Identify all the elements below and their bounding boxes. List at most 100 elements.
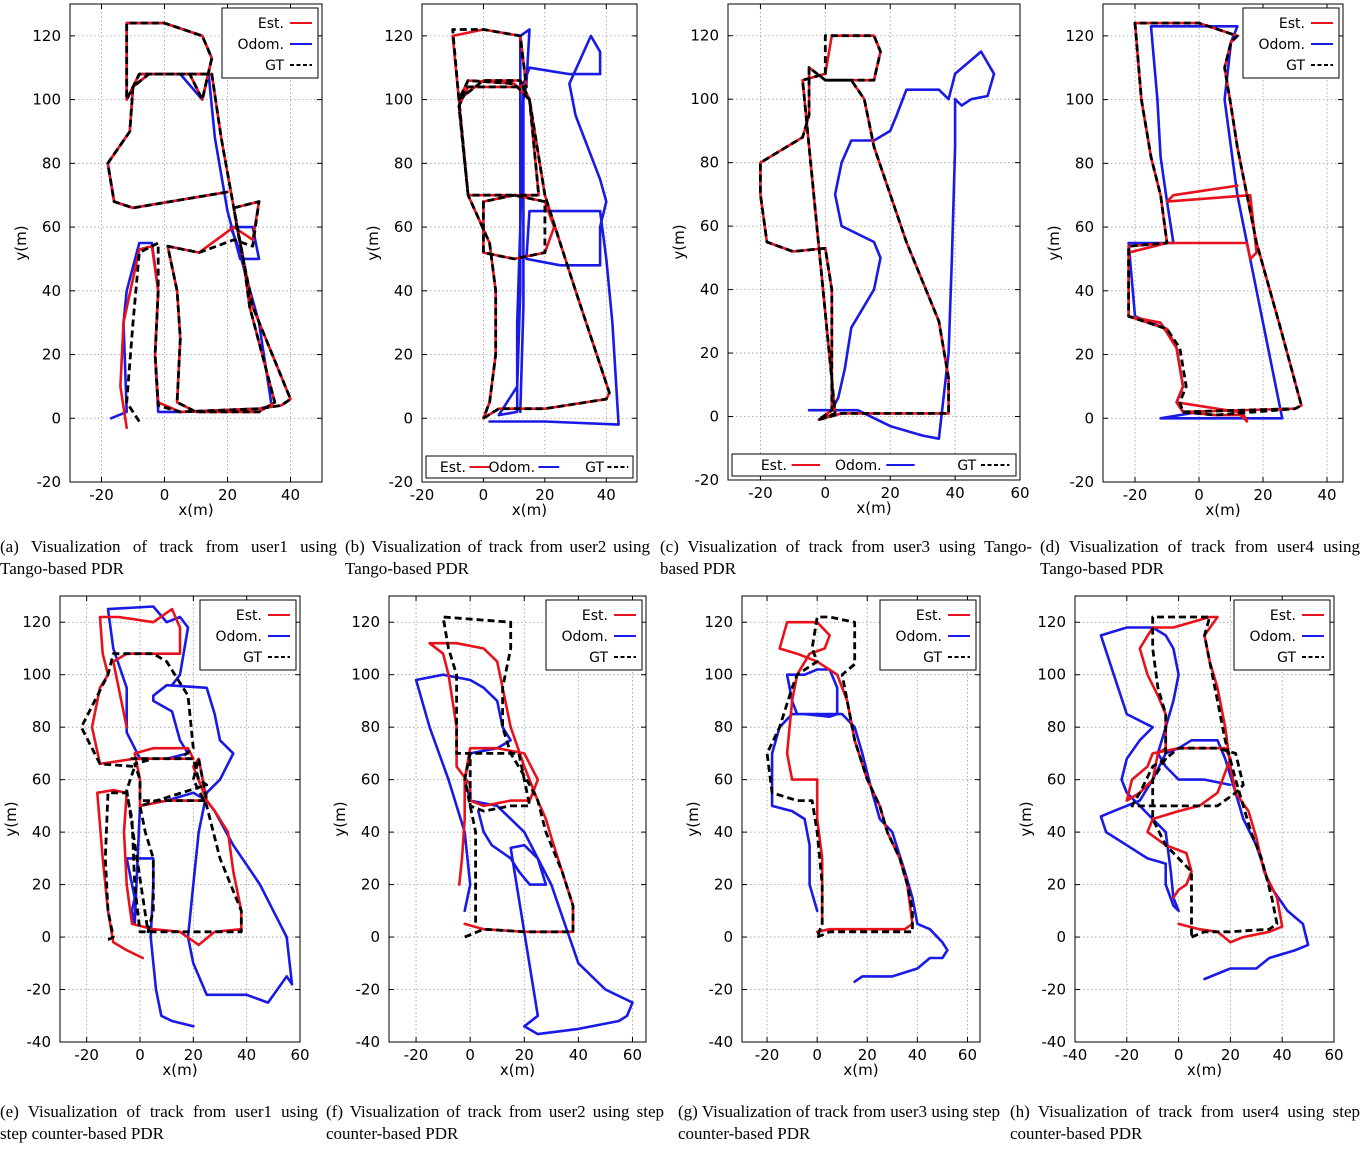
y-tick-label: -20 — [37, 473, 62, 491]
y-tick-label: 40 — [42, 282, 61, 300]
x-tick-label: 0 — [479, 486, 489, 504]
y-tick-label: 20 — [361, 876, 380, 894]
y-tick-label: 0 — [51, 409, 61, 427]
caption-b: (b) Visualization of track from user2 us… — [345, 537, 650, 578]
y-axis-label: y(m) — [364, 225, 382, 260]
x-tick-label: 20 — [515, 1046, 534, 1064]
x-tick-label: 0 — [1174, 1046, 1184, 1064]
legend-label: Est. — [1279, 16, 1305, 32]
y-tick-label: 80 — [714, 718, 733, 736]
x-tick-label: 0 — [812, 1046, 822, 1064]
y-tick-label: 20 — [714, 876, 733, 894]
legend-label: Odom. — [1258, 37, 1305, 53]
x-tick-label: 40 — [569, 1046, 588, 1064]
series-est-line — [90, 607, 243, 960]
x-axis-label: x(m) — [1187, 1061, 1222, 1079]
y-tick-label: 0 — [709, 408, 719, 426]
x-tick-label: 20 — [1253, 486, 1272, 504]
y-tick-label: 100 — [690, 90, 719, 108]
y-tick-label: 60 — [361, 771, 380, 789]
y-tick-label: 60 — [32, 771, 51, 789]
x-tick-label: 0 — [160, 486, 170, 504]
x-tick-label: 60 — [958, 1046, 977, 1064]
x-tick-label: 60 — [290, 1046, 309, 1064]
y-tick-label: -20 — [389, 473, 414, 491]
legend-box — [731, 453, 1017, 477]
series-est-line — [428, 641, 575, 934]
legend-label: GT — [1277, 650, 1296, 666]
y-tick-label: 120 — [32, 27, 61, 45]
legend-label: Est. — [916, 608, 942, 624]
legend-label: GT — [1286, 58, 1305, 74]
y-tick-label: 100 — [22, 666, 51, 684]
x-axis-label: x(m) — [856, 499, 891, 517]
y-tick-label: -40 — [27, 1033, 52, 1051]
caption-f: (f) Visualization of track from user2 us… — [326, 1102, 664, 1143]
x-tick-label: -20 — [89, 486, 114, 504]
y-tick-label: 20 — [42, 346, 61, 364]
y-tick-label: 60 — [700, 217, 719, 235]
x-tick-label: 20 — [858, 1046, 877, 1064]
caption-g: (g) Visualization of track from user3 us… — [678, 1102, 1000, 1143]
legend: Est. Odom. GT — [545, 599, 643, 671]
y-tick-label: 80 — [1075, 154, 1094, 172]
legend: Est. Odom. GT — [1242, 7, 1340, 79]
legend: Est. Odom. GT — [199, 599, 297, 671]
series-odom-line — [770, 668, 949, 983]
y-axis-label: y(m) — [684, 801, 702, 836]
y-tick-label: 80 — [42, 154, 61, 172]
y-tick-label: 40 — [700, 281, 719, 299]
y-tick-label: 80 — [700, 154, 719, 172]
y-tick-label: 100 — [384, 91, 413, 109]
y-tick-label: 20 — [32, 876, 51, 894]
y-tick-label: 60 — [1047, 771, 1066, 789]
x-axis-label: x(m) — [512, 501, 547, 519]
y-axis-label: y(m) — [670, 224, 688, 259]
y-tick-label: -40 — [709, 1033, 734, 1051]
y-axis-label: y(m) — [331, 801, 349, 836]
y-tick-label: 20 — [394, 346, 413, 364]
y-tick-label: 0 — [1084, 409, 1094, 427]
grid — [728, 4, 1020, 480]
y-tick-label: 40 — [32, 823, 51, 841]
y-tick-label: 40 — [714, 823, 733, 841]
legend-label: Odom. — [488, 460, 535, 476]
x-tick-label: 60 — [1010, 484, 1029, 502]
y-tick-label: 60 — [1075, 218, 1094, 236]
x-tick-label: 60 — [623, 1046, 642, 1064]
legend-label: Est. — [761, 458, 787, 474]
y-tick-label: 120 — [704, 613, 733, 631]
x-axis-label: x(m) — [178, 501, 213, 519]
x-tick-label: 20 — [184, 1046, 203, 1064]
x-tick-label: 0 — [465, 1046, 475, 1064]
y-tick-label: 120 — [690, 27, 719, 45]
y-tick-label: 0 — [370, 928, 380, 946]
y-tick-label: 0 — [1056, 928, 1066, 946]
x-tick-label: -20 — [748, 484, 773, 502]
x-tick-label: -20 — [74, 1046, 99, 1064]
legend-label: Odom. — [1249, 629, 1296, 645]
legend-label: Est. — [236, 608, 262, 624]
y-tick-label: -20 — [27, 981, 52, 999]
caption-h: (h) Visualization of track from user4 us… — [1010, 1102, 1360, 1143]
x-tick-label: 40 — [597, 486, 616, 504]
plot-frame — [727, 3, 1021, 481]
plot-frame — [388, 595, 647, 1043]
y-tick-label: 20 — [1047, 876, 1066, 894]
series-odom-line — [807, 50, 996, 440]
x-axis-label: x(m) — [162, 1061, 197, 1079]
legend: Est. Odom. GT — [879, 599, 977, 671]
y-tick-label: 120 — [1037, 613, 1066, 631]
y-axis-label: y(m) — [2, 801, 20, 836]
legend-label: Odom. — [835, 458, 882, 474]
series-gt-line — [1127, 21, 1303, 417]
legend: Est. Odom. GT — [1233, 599, 1331, 671]
y-tick-label: 120 — [351, 613, 380, 631]
